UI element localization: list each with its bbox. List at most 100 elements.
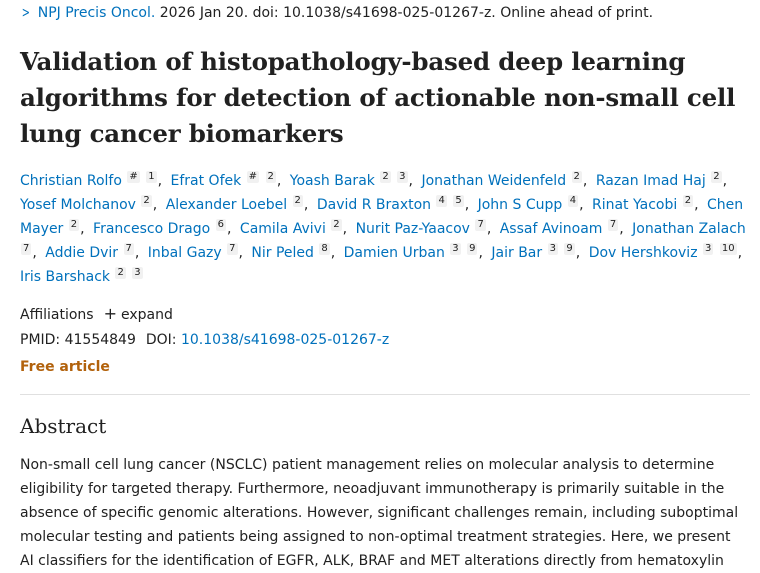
identifiers: PMID: 41554849 DOI: 10.1038/s41698-025-01… [20, 330, 389, 350]
expand-link[interactable]: expand [121, 307, 173, 323]
affiliation-number[interactable]: 7 [227, 243, 238, 255]
author-separator: , [694, 197, 699, 213]
author: Dov Hershkoviz 3 10, [588, 243, 746, 261]
author: Nurit Paz-Yaacov 7, [355, 219, 496, 237]
affiliation-number[interactable]: 5 [453, 195, 464, 207]
affiliation-number[interactable]: 7 [21, 243, 32, 255]
affiliation-number[interactable]: 10 [719, 243, 737, 255]
author-name-link[interactable]: Chen Mayer [20, 197, 744, 237]
author-name-link[interactable]: Christian Rolfo [20, 173, 122, 189]
affiliation-number[interactable]: 9 [564, 243, 575, 255]
affiliation-number[interactable]: 3 [397, 171, 408, 183]
author-separator: , [464, 197, 470, 213]
affiliations-row: Affiliations + expand [20, 304, 173, 325]
author-name-link[interactable]: Alexander Loebel [165, 197, 288, 213]
affiliation-number[interactable]: 7 [475, 219, 486, 231]
author-separator: , [330, 245, 336, 261]
affiliation-number[interactable]: 7 [123, 243, 134, 255]
article-title: Validation of histopathology-based deep … [20, 47, 736, 148]
author-separator: , [582, 173, 588, 189]
citation-line: > NPJ Precis Oncol. 2026 Jan 20. doi: 10.… [20, 4, 653, 22]
author-name-link[interactable]: Jair Bar [491, 245, 543, 261]
affiliation-number[interactable]: 7 [607, 219, 619, 231]
author: Nir Peled 8, [251, 243, 339, 261]
author: Efrat Ofek # 2, [170, 171, 286, 189]
affiliation-number[interactable]: 2 [115, 267, 126, 279]
affiliations-label: Affiliations [20, 307, 94, 323]
doi-label: DOI: [145, 332, 177, 348]
equal-contribution-mark: # [246, 171, 260, 183]
author: Jonathan Weidenfeld 2, [421, 171, 591, 189]
affiliation-number[interactable]: 2 [265, 171, 276, 183]
abstract-text: Non-small cell lung cancer (NSCLC) patie… [20, 457, 739, 569]
author-name-link[interactable]: Yoash Barak [289, 173, 375, 189]
author-name-link[interactable]: Jonathan Weidenfeld [421, 173, 567, 189]
author: Chen Mayer 2, [20, 197, 743, 237]
author-name-link[interactable]: Rinat Yacobi [591, 197, 678, 213]
author: Jair Bar 3 9, [491, 243, 584, 261]
author: Rinat Yacobi 2, [591, 195, 703, 213]
affiliation-number[interactable]: 2 [331, 219, 342, 231]
author-name-link[interactable]: Razan Imad Haj [595, 173, 706, 189]
author-separator: , [134, 245, 140, 261]
affiliation-number[interactable]: 3 [547, 243, 558, 255]
affiliation-number[interactable]: 8 [319, 243, 330, 255]
author-separator: , [157, 173, 163, 189]
free-article-badge: Free article [20, 359, 110, 375]
chevron-right-icon[interactable]: > [21, 5, 30, 21]
author: John S Cupp 4, [477, 195, 588, 213]
affiliation-number[interactable]: 1 [146, 171, 157, 183]
author-name-link[interactable]: Nurit Paz-Yaacov [355, 221, 470, 237]
author-separator: , [575, 245, 581, 261]
author-name-link[interactable]: Addie Dvir [45, 245, 119, 261]
author-separator: , [408, 173, 413, 189]
author-name-link[interactable]: Iris Barshack [20, 269, 111, 285]
author-separator: , [619, 221, 624, 237]
author-separator: , [152, 197, 158, 213]
affiliation-number[interactable]: 3 [703, 243, 714, 255]
author-separator: , [276, 173, 282, 189]
author-name-link[interactable]: Jonathan Zalach [632, 221, 746, 237]
affiliation-number[interactable]: 4 [436, 195, 447, 207]
affiliation-number[interactable]: 2 [292, 195, 303, 207]
author-separator: , [238, 245, 243, 261]
author-name-link[interactable]: Inbal Gazy [147, 245, 222, 261]
affiliation-number[interactable]: 2 [711, 171, 722, 183]
affiliation-number[interactable]: 2 [682, 195, 694, 207]
affiliation-number[interactable]: 4 [567, 195, 579, 207]
affiliation-number[interactable]: 3 [450, 243, 461, 255]
author-name-link[interactable]: John S Cupp [477, 197, 563, 213]
author: Razan Imad Haj 2, [595, 171, 731, 189]
author-name-link[interactable]: Francesco Drago [93, 221, 211, 237]
affiliation-number[interactable]: 2 [380, 171, 391, 183]
author: Iris Barshack 2 3 [20, 267, 144, 285]
author: Francesco Drago 6, [93, 219, 235, 237]
author-name-link[interactable]: Efrat Ofek [170, 173, 242, 189]
author-list: Christian Rolfo # 1, Efrat Ofek # 2, Yoa… [20, 169, 750, 289]
author: Yosef Molchanov 2, [20, 195, 161, 213]
journal-link[interactable]: NPJ Precis Oncol. [37, 5, 156, 21]
affiliation-number[interactable]: 3 [132, 267, 143, 279]
affiliation-number[interactable]: 2 [68, 219, 80, 231]
affiliation-number[interactable]: 2 [571, 171, 582, 183]
author: David R Braxton 4 5, [316, 195, 473, 213]
author-name-link[interactable]: Camila Avivi [239, 221, 326, 237]
author-name-link[interactable]: Damien Urban [343, 245, 445, 261]
author-separator: , [579, 197, 584, 213]
author-name-link[interactable]: Assaf Avinoam [499, 221, 603, 237]
author-separator: , [227, 221, 232, 237]
author-separator: , [342, 221, 348, 237]
author-separator: , [32, 245, 37, 261]
affiliation-number[interactable]: 6 [215, 219, 227, 231]
author-name-link[interactable]: Yosef Molchanov [20, 197, 136, 213]
author-name-link[interactable]: Dov Hershkoviz [588, 245, 698, 261]
plus-icon[interactable]: + [103, 304, 117, 323]
doi-link[interactable]: 10.1038/s41698-025-01267-z [180, 332, 390, 348]
author-name-link[interactable]: Nir Peled [251, 245, 314, 261]
author-name-link[interactable]: David R Braxton [316, 197, 432, 213]
pmid-label: PMID: [20, 332, 61, 348]
author-separator: , [737, 245, 743, 261]
author: Yoash Barak 2 3, [289, 171, 417, 189]
affiliation-number[interactable]: 9 [467, 243, 478, 255]
affiliation-number[interactable]: 2 [141, 195, 152, 207]
